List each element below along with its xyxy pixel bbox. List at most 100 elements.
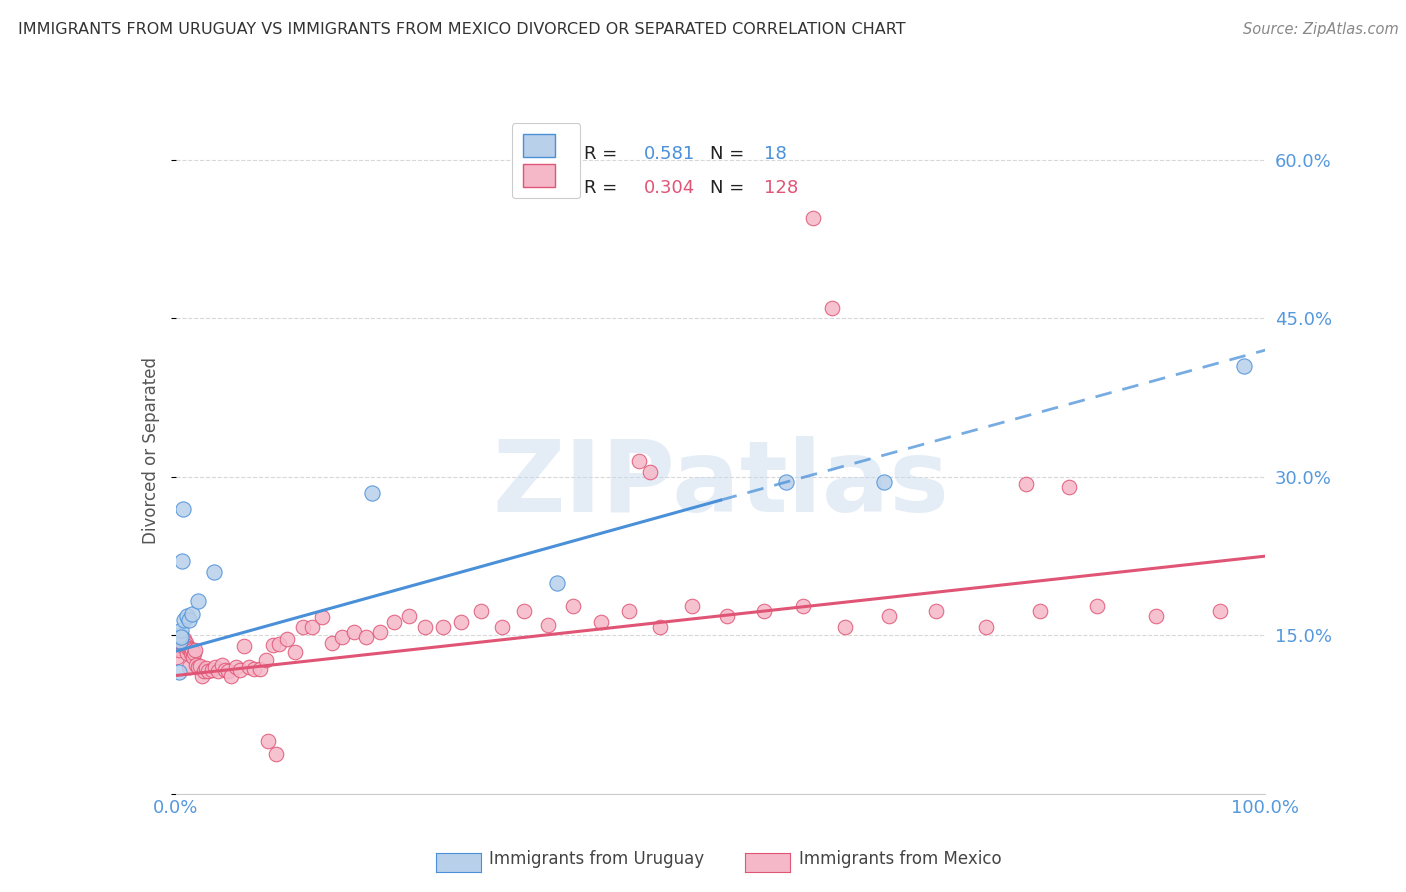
- Point: [311, 610, 333, 624]
- Point: [186, 593, 209, 607]
- Point: [537, 617, 560, 632]
- Point: [169, 637, 191, 651]
- Point: [834, 620, 856, 634]
- Point: [173, 613, 195, 627]
- Text: N =: N =: [710, 145, 749, 163]
- Point: [432, 620, 454, 634]
- Point: [167, 643, 190, 657]
- Text: Immigrants from Mexico: Immigrants from Mexico: [799, 850, 1001, 868]
- Text: 0.304: 0.304: [644, 179, 696, 197]
- Point: [627, 454, 650, 468]
- Point: [775, 475, 797, 490]
- Point: [177, 641, 200, 656]
- Point: [276, 632, 298, 646]
- Point: [179, 642, 201, 657]
- Point: [167, 633, 190, 648]
- Point: [321, 636, 343, 650]
- Point: [513, 604, 536, 618]
- Point: [177, 660, 200, 674]
- Point: [617, 604, 640, 618]
- Point: [254, 653, 277, 667]
- Text: 0.581: 0.581: [644, 145, 696, 163]
- Point: [1085, 599, 1108, 613]
- Point: [184, 643, 207, 657]
- Point: [170, 636, 193, 650]
- Point: [546, 575, 568, 590]
- Point: [207, 665, 229, 679]
- Text: IMMIGRANTS FROM URUGUAY VS IMMIGRANTS FROM MEXICO DIVORCED OR SEPARATED CORRELAT: IMMIGRANTS FROM URUGUAY VS IMMIGRANTS FR…: [18, 22, 905, 37]
- Point: [356, 631, 378, 645]
- Point: [195, 661, 218, 675]
- Point: [186, 657, 208, 672]
- Point: [214, 663, 236, 677]
- Point: [181, 643, 204, 657]
- Point: [491, 620, 513, 634]
- Point: [170, 631, 193, 645]
- Point: [638, 465, 661, 479]
- Point: [1144, 609, 1167, 624]
- Point: [792, 599, 814, 613]
- Point: [925, 604, 948, 618]
- Point: [269, 637, 291, 651]
- Point: [450, 615, 472, 629]
- Point: [167, 637, 190, 651]
- Point: [283, 645, 305, 659]
- Point: [221, 668, 243, 682]
- Point: [188, 659, 211, 673]
- Text: R =: R =: [585, 145, 623, 163]
- Point: [360, 485, 382, 500]
- Point: [233, 639, 256, 653]
- Point: [229, 663, 252, 677]
- Point: [202, 565, 225, 579]
- Point: [398, 609, 420, 624]
- Point: [716, 609, 738, 624]
- Point: [172, 636, 194, 650]
- Point: [201, 663, 224, 677]
- Text: N =: N =: [710, 179, 749, 197]
- Point: [301, 620, 323, 634]
- Point: [167, 631, 190, 645]
- Point: [238, 660, 260, 674]
- Point: [332, 631, 354, 645]
- Point: [343, 625, 366, 640]
- Point: [225, 660, 247, 674]
- Point: [197, 665, 219, 679]
- Point: [562, 599, 585, 613]
- Point: [1057, 480, 1080, 494]
- Legend: , : ,: [512, 123, 581, 198]
- Point: [801, 211, 824, 225]
- Point: [264, 747, 287, 761]
- Point: [176, 646, 198, 660]
- Text: 128: 128: [765, 179, 799, 197]
- Point: [292, 620, 315, 634]
- Point: [217, 665, 239, 679]
- Point: [976, 620, 998, 634]
- Point: [193, 665, 215, 679]
- Text: Source: ZipAtlas.com: Source: ZipAtlas.com: [1243, 22, 1399, 37]
- Point: [821, 301, 844, 315]
- Point: [211, 657, 233, 672]
- Point: [873, 475, 896, 490]
- Y-axis label: Divorced or Separated: Divorced or Separated: [142, 357, 160, 544]
- Point: [181, 649, 204, 664]
- Point: [186, 660, 209, 674]
- Point: [177, 613, 200, 627]
- Point: [1015, 477, 1038, 491]
- Point: [167, 641, 190, 656]
- Point: [172, 554, 194, 568]
- Point: [170, 631, 193, 645]
- Point: [170, 623, 193, 637]
- Point: [191, 668, 214, 682]
- Point: [169, 628, 191, 642]
- Text: ZIPatlas: ZIPatlas: [492, 436, 949, 533]
- Point: [262, 638, 284, 652]
- Point: [382, 615, 405, 629]
- Point: [681, 599, 703, 613]
- Point: [172, 633, 194, 648]
- Point: [1029, 604, 1052, 618]
- Point: [1208, 604, 1230, 618]
- Point: [879, 609, 901, 624]
- Point: [181, 607, 204, 622]
- Point: [368, 625, 391, 640]
- Point: [413, 620, 436, 634]
